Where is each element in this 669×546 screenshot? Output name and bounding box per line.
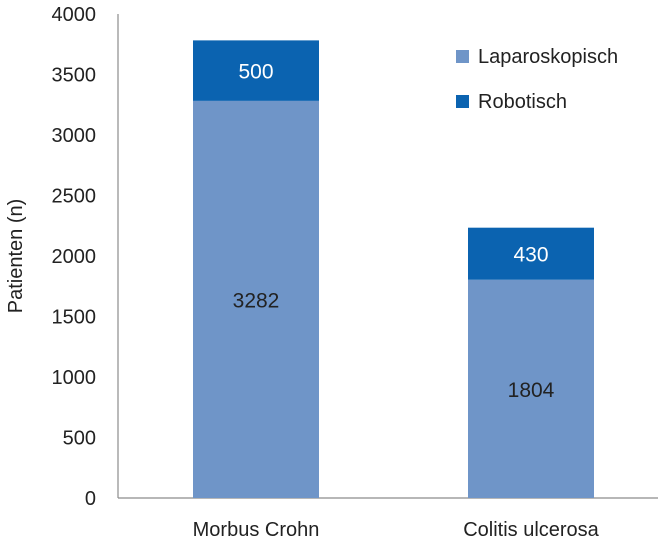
x-tick-label: Morbus Crohn	[193, 519, 320, 541]
y-tick-label: 1500	[52, 307, 97, 329]
legend-swatch	[456, 50, 469, 63]
y-tick-label: 3000	[52, 125, 97, 147]
bar-segment	[193, 40, 319, 101]
legend-swatch	[456, 95, 469, 108]
bars	[193, 40, 594, 499]
data-labels: 3282 500 1804 430	[233, 61, 555, 402]
bar-segment	[468, 227, 594, 280]
y-tick-label: 2500	[52, 186, 97, 208]
y-tick-label: 500	[63, 428, 96, 450]
y-tick-label: 4000	[52, 4, 97, 26]
data-label: 500	[238, 61, 273, 84]
bar-segment	[468, 279, 594, 498]
x-tick-labels: Morbus Crohn Colitis ulcerosa	[193, 519, 600, 541]
y-tick-labels: 0 500 1000 1500 2000 2500 3000 3500 4000	[52, 4, 97, 510]
legend: Laparoskopisch Robotisch	[456, 46, 618, 113]
x-tick-label: Colitis ulcerosa	[463, 519, 599, 541]
legend-label: Laparoskopisch	[478, 46, 618, 68]
y-tick-label: 1000	[52, 367, 97, 389]
y-tick-label: 2000	[52, 246, 97, 268]
data-label: 430	[513, 244, 548, 267]
data-label: 1804	[508, 379, 555, 402]
bar-segment	[193, 100, 319, 499]
data-label: 3282	[233, 289, 280, 312]
legend-label: Robotisch	[478, 91, 567, 113]
y-axis-title: Patienten (n)	[5, 199, 27, 314]
y-tick-label: 0	[85, 488, 96, 510]
y-tick-label: 3500	[52, 65, 97, 87]
